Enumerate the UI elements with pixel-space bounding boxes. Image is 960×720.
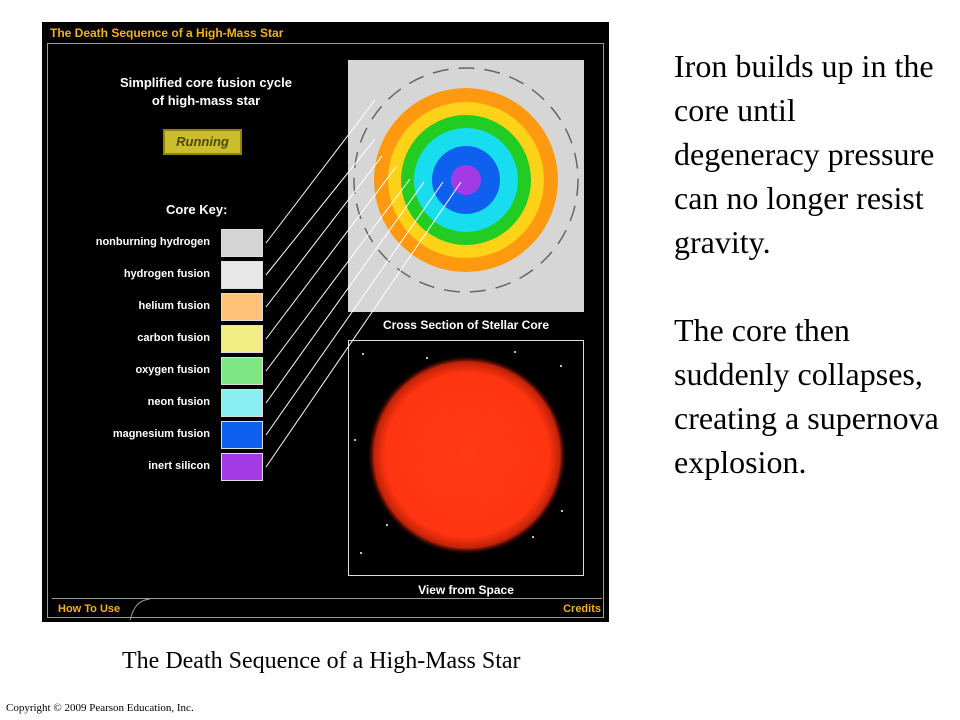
figure-caption: The Death Sequence of a High-Mass Star <box>122 648 521 674</box>
star-dot <box>362 353 364 355</box>
key-row-oxygen-fusion: oxygen fusion <box>42 357 264 385</box>
key-label: magnesium fusion <box>112 428 210 440</box>
core-boundary-ring <box>353 67 579 293</box>
key-row-nonburning-hydrogen: nonburning hydrogen <box>42 229 264 257</box>
key-row-hydrogen-fusion: hydrogen fusion <box>42 261 264 289</box>
footer-divider <box>52 598 602 599</box>
core-center-silicon <box>451 165 481 195</box>
space-view-graphic <box>354 351 567 555</box>
key-row-carbon-fusion: carbon fusion <box>42 325 264 353</box>
leader-line <box>265 181 425 404</box>
key-row-neon-fusion: neon fusion <box>42 389 264 417</box>
key-swatch <box>221 357 263 385</box>
key-row-inert-silicon: inert silicon <box>42 453 264 481</box>
running-button[interactable]: Running <box>163 129 242 155</box>
key-label: carbon fusion <box>137 332 210 344</box>
star-dot <box>426 357 428 359</box>
leader-lines <box>265 99 462 468</box>
core-rings-graphic <box>353 67 579 293</box>
how-to-use-link[interactable]: How To Use <box>58 603 121 615</box>
core-cross-section <box>348 60 584 312</box>
key-row-helium-fusion: helium fusion <box>42 293 264 321</box>
leader-line <box>265 181 462 468</box>
key-swatch <box>221 261 263 289</box>
leader-line <box>265 178 411 372</box>
key-label: oxygen fusion <box>135 364 210 376</box>
description-paragraph-1: Iron builds up in the core until degener… <box>674 48 935 260</box>
leader-line <box>265 166 397 340</box>
key-label: nonburning hydrogen <box>95 236 210 248</box>
star-dot <box>386 524 388 526</box>
cycle-title-line2: of high-mass star <box>151 93 261 108</box>
star-dot <box>354 439 356 441</box>
key-swatch <box>221 229 263 257</box>
credits-link[interactable]: Credits <box>563 603 601 615</box>
animation-window: The Death Sequence of a High-Mass Star S… <box>42 22 609 622</box>
leader-line <box>265 99 376 244</box>
cycle-title: Simplified core fusion cycle of high-mas… <box>82 74 330 110</box>
star-dot <box>561 510 563 512</box>
core-key-title: Core Key: <box>166 202 228 217</box>
key-label: neon fusion <box>147 396 210 408</box>
star-dot <box>360 552 362 554</box>
key-label: helium fusion <box>138 300 211 312</box>
key-label: hydrogen fusion <box>123 268 210 280</box>
key-swatch <box>221 325 263 353</box>
copyright-notice: Copyright © 2009 Pearson Education, Inc. <box>6 702 194 714</box>
key-swatch <box>221 421 263 449</box>
leader-line <box>265 155 383 308</box>
slide-description: Iron builds up in the core until degener… <box>674 44 944 484</box>
key-swatch <box>221 453 263 481</box>
star-dot <box>532 536 534 538</box>
key-label: inert silicon <box>148 460 210 472</box>
view-from-space-panel <box>348 340 584 576</box>
star-sphere <box>367 355 567 555</box>
key-swatch <box>221 293 263 321</box>
key-row-magnesium-fusion: magnesium fusion <box>42 421 264 449</box>
footer-swoosh <box>129 599 151 621</box>
core-caption: Cross Section of Stellar Core <box>382 318 550 332</box>
space-caption: View from Space <box>418 583 514 597</box>
star-dot <box>514 351 516 353</box>
app-frame <box>47 43 604 618</box>
description-paragraph-2: The core then suddenly collapses, creati… <box>674 312 939 480</box>
leader-line <box>265 181 444 436</box>
key-swatch <box>221 389 263 417</box>
leader-line <box>265 138 376 276</box>
star-dot <box>560 365 562 367</box>
app-title: The Death Sequence of a High-Mass Star <box>50 26 284 40</box>
cycle-title-line1: Simplified core fusion cycle <box>120 75 292 90</box>
